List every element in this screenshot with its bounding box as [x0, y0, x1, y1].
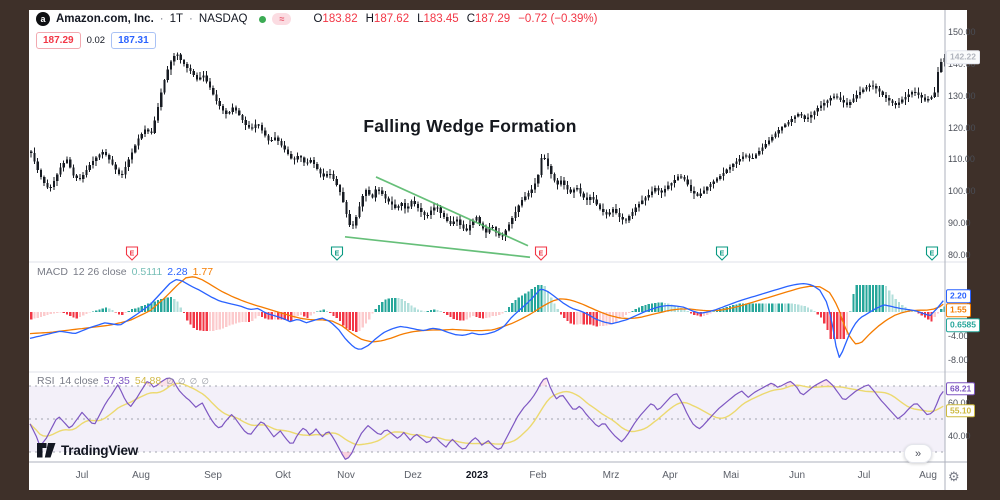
- svg-text:E: E: [720, 251, 725, 258]
- price-axis-label: 80.00: [948, 250, 971, 260]
- macd-value-badge: 2.20: [946, 289, 971, 303]
- ask-price-button[interactable]: 187.31: [111, 32, 156, 49]
- macd-axis-label: -8.00: [948, 355, 969, 365]
- rsi-pane-title: RSI 14 close 57.35 54.88 ∅ ∅ ∅ ∅: [37, 375, 210, 387]
- price-axis-label: 140.00: [948, 58, 976, 69]
- exchange-label: NASDAQ: [198, 13, 248, 25]
- macd-axis-label: -4.00: [948, 331, 969, 341]
- ohlc-h: H187.62: [365, 13, 410, 25]
- earnings-badge[interactable]: E: [715, 246, 729, 261]
- market-status-icon[interactable]: [259, 15, 267, 23]
- time-axis-label: Aug: [132, 470, 150, 481]
- macd-title[interactable]: MACD: [37, 266, 68, 278]
- rsi-overbought-fill: [540, 378, 547, 386]
- time-axis-label: Mrz: [602, 470, 620, 481]
- macd-line: [29, 278, 944, 358]
- earnings-badge[interactable]: E: [125, 246, 139, 261]
- separator-dot: ·: [159, 13, 164, 25]
- tradingview-logo-icon: [37, 443, 56, 458]
- time-axis-label: Jul: [857, 470, 871, 481]
- time-axis-label: 2023: [465, 470, 489, 481]
- earnings-badge[interactable]: E: [330, 246, 344, 261]
- rsi-value: 57.35: [103, 375, 130, 387]
- rsi-ma-line: [29, 382, 944, 446]
- svg-text:E: E: [130, 251, 135, 258]
- svg-text:E: E: [335, 251, 340, 258]
- earnings-badge[interactable]: E: [925, 246, 939, 261]
- macd-value-badge: 0.6585: [946, 318, 980, 332]
- price-axis-label: 110.00: [948, 154, 975, 165]
- time-axis-label: Jul: [75, 470, 89, 481]
- wedge-lower-trendline[interactable]: [344, 235, 531, 259]
- interval-label[interactable]: 1T: [169, 13, 184, 25]
- macd-hist-value: 0.5111: [131, 266, 163, 278]
- rsi-params: 14 close: [59, 375, 99, 387]
- earnings-badge[interactable]: E: [534, 246, 548, 261]
- rsi-line: [29, 377, 944, 460]
- bid-ask-row: 187.29 0.02 187.31: [36, 32, 156, 49]
- time-axis-label: Dez: [404, 470, 422, 481]
- macd-line-value: 2.28: [167, 266, 188, 278]
- settings-gear-icon[interactable]: ⚙: [948, 469, 960, 484]
- ohlc-l: L183.45: [417, 13, 459, 25]
- wedge-upper-trendline[interactable]: [375, 176, 529, 247]
- last-price-badge: 142.22: [946, 50, 980, 64]
- expand-panes-button[interactable]: »: [904, 444, 932, 463]
- change-value: −0.72 (−0.39%): [518, 13, 598, 25]
- ohlc-o: O183.82: [313, 13, 358, 25]
- time-axis-label: Apr: [662, 470, 678, 481]
- time-axis-label: Mai: [722, 470, 740, 481]
- macd-value-badge: 1.55: [946, 303, 971, 317]
- rsi-axis-label: 60.00: [948, 397, 971, 408]
- macd-pane-title: MACD 12 26 close 0.5111 2.28 1.77: [37, 266, 213, 278]
- rsi-overbought-fill: [816, 379, 833, 386]
- price-axis-label: 150.00: [948, 27, 976, 37]
- svg-text:E: E: [930, 251, 935, 258]
- rsi-title[interactable]: RSI: [37, 375, 55, 387]
- macd-signal-value: 1.77: [192, 266, 214, 278]
- rsi-hidden-args-icons: ∅ ∅ ∅ ∅: [166, 375, 210, 386]
- rsi-ma-value: 54.88: [134, 375, 162, 387]
- tradingview-logo[interactable]: TradingView: [37, 443, 138, 458]
- symbol-name[interactable]: Amazon.com, Inc.: [56, 13, 154, 25]
- rsi-value-badge: 68.21: [946, 382, 976, 396]
- price-axis-label: 120.00: [948, 122, 976, 133]
- symbol-header: a Amazon.com, Inc. · 1T · NASDAQ ≈ O183.…: [36, 12, 597, 26]
- wedge-annotation-text: Falling Wedge Formation: [363, 116, 577, 136]
- tradingview-logo-text: TradingView: [61, 443, 139, 458]
- time-axis-label: Sep: [204, 470, 222, 481]
- rsi-axis-label: 40.00: [948, 430, 971, 441]
- separator-dot: ·: [189, 13, 193, 25]
- amazon-logo-icon: a: [36, 12, 50, 26]
- time-axis-label: Aug: [919, 470, 937, 481]
- rsi-value-badge: 55.10: [946, 403, 976, 418]
- time-axis-label: Feb: [529, 470, 547, 481]
- time-axis-label: Okt: [275, 470, 291, 481]
- time-axis-label: Nov: [337, 470, 355, 481]
- svg-text:E: E: [539, 251, 544, 258]
- spread-value: 0.02: [86, 35, 106, 46]
- price-axis-label: 100.00: [948, 186, 976, 197]
- ohlc-c: C187.29: [466, 13, 511, 25]
- bid-price-button[interactable]: 187.29: [36, 32, 81, 49]
- time-axis-label: Jun: [788, 470, 806, 481]
- macd-params: 12 26 close: [72, 266, 127, 278]
- rsi-overbought-fill: [156, 378, 177, 386]
- data-waves-icon[interactable]: ≈: [272, 13, 292, 25]
- ohlc-values: O183.82 H187.62 L183.45 C187.29: [313, 13, 510, 25]
- price-axis-label: 130.00: [948, 90, 976, 101]
- price-axis-label: 90.00: [948, 218, 971, 229]
- candlestick-series: [30, 52, 946, 241]
